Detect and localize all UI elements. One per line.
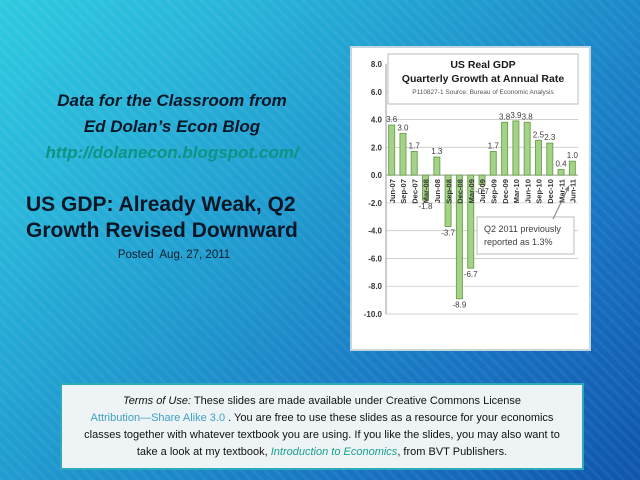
svg-text:2.3: 2.3	[544, 133, 556, 142]
svg-text:Sep-10: Sep-10	[535, 179, 544, 204]
slide-title-block: US GDP: Already Weak, Q2 Growth Revised …	[26, 192, 322, 261]
svg-text:-8.9: -8.9	[453, 301, 467, 310]
svg-text:Jun-07: Jun-07	[388, 179, 397, 203]
svg-text:3.9: 3.9	[510, 111, 522, 120]
svg-text:4.0: 4.0	[371, 116, 383, 125]
header-block: Data for the Classroom from Ed Dolan’s E…	[10, 88, 334, 166]
terms-text-3: classes together with whatever textbook …	[84, 429, 560, 441]
terms-text-5: , from BVT Publishers.	[397, 446, 508, 458]
svg-text:-0.7: -0.7	[475, 187, 489, 196]
header-line-1: Data for the Classroom from	[57, 91, 287, 110]
svg-text:Dec-10: Dec-10	[546, 179, 555, 204]
svg-text:Jun-10: Jun-10	[523, 179, 532, 203]
svg-text:Sep-07: Sep-07	[399, 179, 408, 204]
svg-text:1.3: 1.3	[431, 147, 443, 156]
svg-text:Jun-11: Jun-11	[569, 179, 578, 203]
blog-url-link[interactable]: http://dolanecon.blogspot.com/	[45, 143, 299, 162]
terms-of-use-box: Terms of Use: These slides are made avai…	[60, 383, 584, 470]
gdp-bar-chart: 8.06.04.02.00.0-2.0-4.0-6.0-8.0-10.03.63…	[364, 53, 579, 319]
gdp-chart-panel: 8.0 6.0 4.0 2.0 0.0 -2.0 -4.0 -6.0 -8.0 -10.0 3.6 3…	[350, 46, 591, 351]
svg-text:Mar-10: Mar-10	[512, 179, 521, 203]
svg-text:-2.0: -2.0	[368, 199, 382, 208]
terms-text-1: These slides are made available under Cr…	[191, 395, 522, 407]
svg-text:1.7: 1.7	[488, 142, 500, 151]
svg-text:3.0: 3.0	[397, 123, 409, 132]
svg-text:-10.0: -10.0	[364, 310, 383, 319]
svg-text:Dec-08: Dec-08	[456, 179, 465, 204]
svg-text:-1.8: -1.8	[419, 202, 433, 211]
svg-text:-3.7: -3.7	[441, 229, 455, 238]
posted-date: Posted Aug. 27, 2011	[117, 249, 231, 261]
header-line-2: Ed Dolan’s Econ Blog	[83, 117, 261, 136]
svg-text:-4.0: -4.0	[368, 227, 382, 236]
svg-text:Q2 2011 previously: Q2 2011 previously	[484, 224, 561, 234]
slide-title-line-1: US GDP: Already Weak, Q2	[26, 193, 296, 216]
svg-text:8.0: 8.0	[371, 60, 383, 69]
terms-text-2: . You are free to use these slides as a …	[225, 412, 554, 424]
svg-text:US Real GDP: US Real GDP	[450, 59, 515, 71]
svg-text:1.7: 1.7	[409, 142, 421, 151]
svg-text:3.8: 3.8	[522, 112, 534, 121]
svg-text:Mar-09: Mar-09	[467, 179, 476, 203]
svg-text:P110827-1 Source: Bureau of Ec: P110827-1 Source: Bureau of Economic Ana…	[412, 89, 554, 96]
svg-text:Dec-07: Dec-07	[410, 179, 419, 204]
svg-text:Sep-09: Sep-09	[489, 179, 498, 204]
svg-text:reported as 1.3%: reported as 1.3%	[484, 237, 553, 247]
terms-label: Terms of Use:	[122, 395, 192, 407]
svg-text:0.0: 0.0	[371, 171, 383, 180]
svg-text:Sep-08: Sep-08	[444, 179, 453, 204]
terms-text-4: take a look at my textbook,	[136, 446, 271, 458]
license-link[interactable]: Attribution—Share Alike 3.0	[90, 412, 226, 424]
svg-text:1.0: 1.0	[567, 151, 579, 160]
svg-text:Mar-08: Mar-08	[422, 179, 431, 203]
slide-title-line-2: Growth Revised Downward	[26, 219, 298, 242]
svg-text:Quarterly Growth at Annual Rat: Quarterly Growth at Annual Rate	[402, 73, 565, 85]
svg-text:0.4: 0.4	[555, 160, 567, 169]
svg-text:2.0: 2.0	[371, 143, 383, 152]
svg-text:-6.0: -6.0	[368, 254, 382, 263]
svg-text:6.0: 6.0	[371, 88, 383, 97]
svg-text:-6.7: -6.7	[464, 270, 478, 279]
svg-text:Jun-09: Jun-09	[478, 179, 487, 203]
svg-text:Jun-08: Jun-08	[433, 179, 442, 203]
svg-text:3.8: 3.8	[499, 112, 511, 121]
textbook-title-link[interactable]: Introduction to Economics	[270, 446, 398, 458]
svg-text:-8.0: -8.0	[368, 282, 382, 291]
svg-text:Mar-11: Mar-11	[557, 179, 566, 203]
svg-text:3.6: 3.6	[386, 115, 398, 124]
svg-text:2.5: 2.5	[533, 130, 545, 139]
svg-text:Dec-09: Dec-09	[501, 179, 510, 204]
